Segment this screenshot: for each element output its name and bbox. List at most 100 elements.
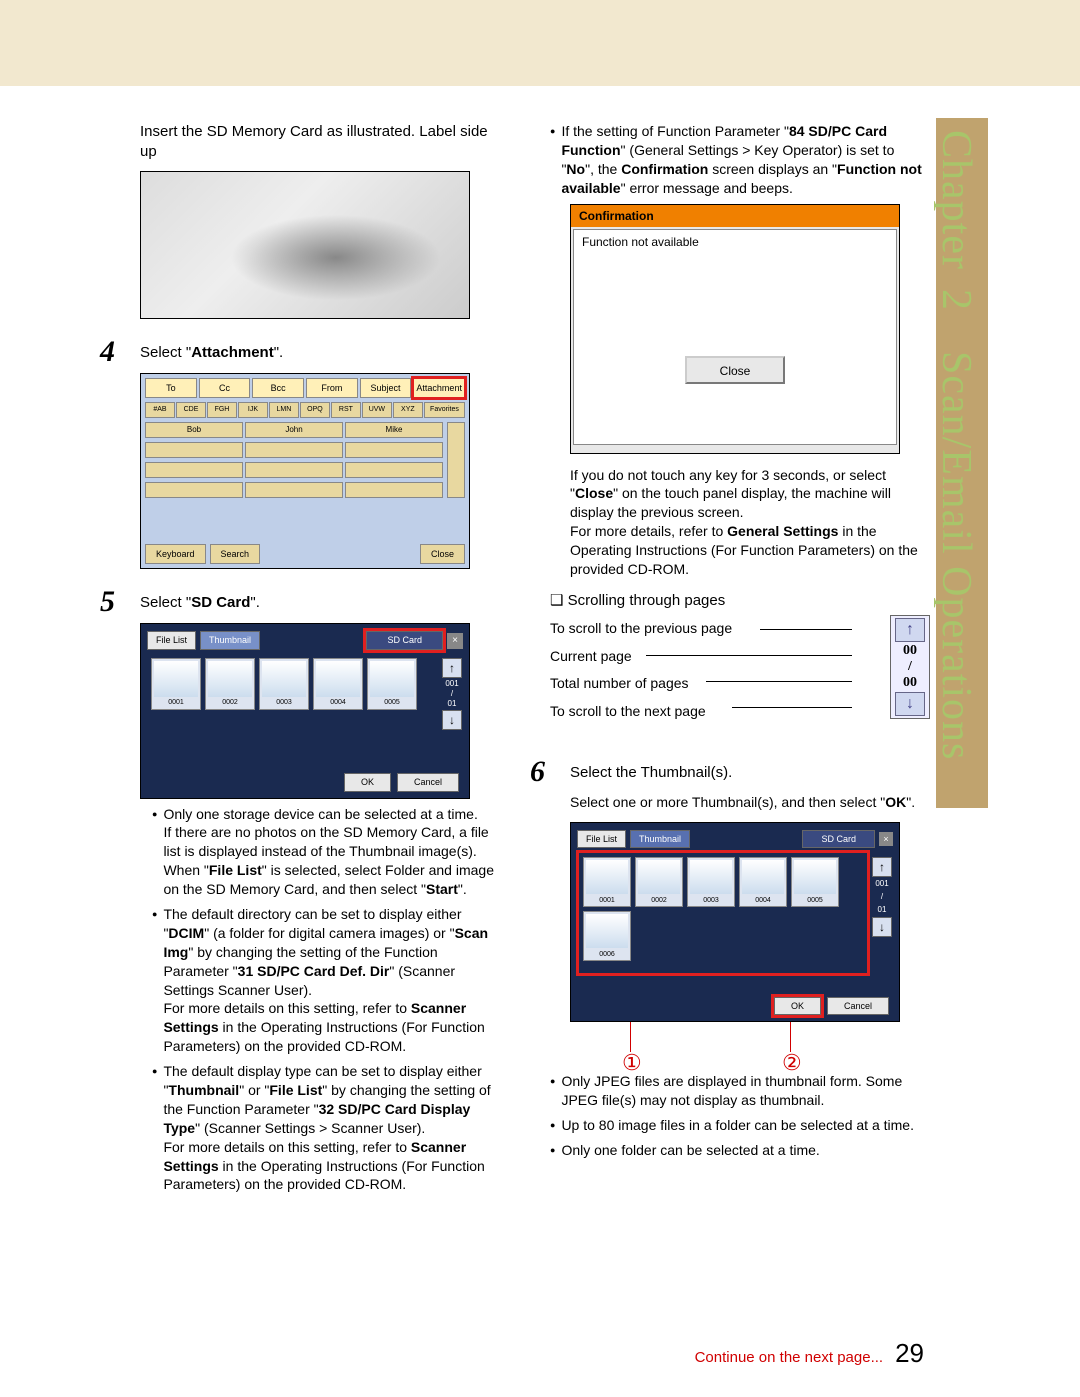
- step-5-num: 5: [100, 587, 128, 617]
- bullet-icon: [550, 1141, 555, 1160]
- thumb-3-label: 0003: [260, 698, 308, 707]
- empty-cell: [345, 462, 443, 478]
- page-content: Insert the SD Memory Card as illustrated…: [100, 86, 930, 1200]
- step-4: 4 Select "Attachment".: [100, 337, 500, 367]
- sel-side-controls: ↑ 001 / 01 ↓: [871, 857, 893, 937]
- step-4-prefix: Select ": [140, 344, 191, 361]
- after-confirm-text: If you do not touch any key for 3 second…: [570, 466, 930, 579]
- nc-m1: " or ": [239, 1082, 269, 1098]
- step-6-num: 6: [530, 757, 558, 787]
- thumb-1: 0001: [151, 658, 201, 710]
- email-row-4: [145, 482, 443, 498]
- confirmation-titlebar: Confirmation: [571, 205, 899, 227]
- sel-thumb-2: 0002: [635, 857, 683, 907]
- thumb-1-label: 0001: [152, 698, 200, 707]
- note-a: Only one storage device can be selected …: [152, 805, 500, 899]
- close-button: Close: [420, 544, 465, 564]
- sel-up-arrow-icon: ↑: [872, 857, 892, 877]
- scroll-control-mock: ↑ 00 / 00 ↓: [890, 615, 930, 719]
- alpha-5: OPQ: [300, 402, 330, 418]
- step-5-bold: SD Card: [191, 594, 250, 611]
- alpha-4: LMN: [269, 402, 299, 418]
- alpha-7: UVW: [362, 402, 392, 418]
- thumbnail-select-screenshot: File List Thumbnail SD Card × 0001 0002 …: [570, 822, 900, 1022]
- sel-bottom-buttons: OK Cancel: [774, 997, 889, 1015]
- end-note-c-text: Only one folder can be selected at a tim…: [561, 1141, 819, 1160]
- tab-bcc: Bcc: [252, 378, 304, 398]
- thumb-2-label: 0002: [206, 698, 254, 707]
- email-tabs: To Cc Bcc From Subject Attachment: [145, 378, 465, 398]
- page-current: 001: [445, 680, 458, 688]
- step-4-suffix: ".: [274, 344, 284, 361]
- up-arrow-icon: ↑: [442, 658, 462, 678]
- empty-cell: [345, 482, 443, 498]
- email-row-2: [145, 442, 443, 458]
- confirmation-body: Function not available Close: [573, 229, 897, 445]
- empty-cell: [345, 442, 443, 458]
- sel-top-bar: File List Thumbnail SD Card ×: [577, 829, 893, 849]
- s6-b: OK: [885, 794, 906, 810]
- sdcard-thumbnail-screenshot: File List Thumbnail SD Card × 0001 0002 …: [140, 623, 470, 799]
- scroll-label-prev: To scroll to the previous page: [550, 619, 930, 639]
- note-a-filelist: File List: [209, 862, 262, 878]
- sdcard-button: SD Card: [366, 631, 443, 649]
- tab-attachment: Attachment: [413, 378, 465, 398]
- step-4-num: 4: [100, 337, 128, 367]
- sel-thumb-5-label: 0005: [792, 896, 838, 905]
- alpha-6: RST: [331, 402, 361, 418]
- confirm-note-text: If the setting of Function Parameter "84…: [561, 122, 930, 198]
- alpha-1: CDE: [176, 402, 206, 418]
- page-footer: Continue on the next page... 29: [695, 1338, 924, 1369]
- contact-bob: Bob: [145, 422, 243, 438]
- email-alpha-tabs: #AB CDE FGH IJK LMN OPQ RST UVW XYZ Favo…: [145, 402, 465, 418]
- close-x: ×: [447, 633, 463, 649]
- thumb-top-bar: File List Thumbnail SD Card ×: [147, 630, 463, 652]
- confirmation-close-button: Close: [685, 356, 785, 384]
- note-c-text: The default display type can be set to d…: [163, 1062, 500, 1194]
- sel-thumb-3: 0003: [687, 857, 735, 907]
- sel-thumb-4: 0004: [739, 857, 787, 907]
- sel-thumbnail-tab: Thumbnail: [630, 830, 690, 848]
- empty-cell: [245, 482, 343, 498]
- thumb-4-label: 0004: [314, 698, 362, 707]
- email-row-1: Bob John Mike: [145, 422, 443, 438]
- tab-to: To: [145, 378, 197, 398]
- chapter-tab-text: Chapter 2 Scan/Email Operations: [932, 130, 980, 760]
- alpha-fav: Favorites: [424, 402, 465, 418]
- leader-line: [760, 629, 852, 630]
- note-b: The default directory can be set to disp…: [152, 905, 500, 1056]
- step-4-text: Select "Attachment".: [140, 337, 283, 367]
- sel-sdcard-button: SD Card: [802, 830, 875, 848]
- email-compose-screenshot: To Cc Bcc From Subject Attachment #AB CD…: [140, 373, 470, 569]
- bullet-icon: [152, 905, 157, 1056]
- step6-notes: Only JPEG files are displayed in thumbna…: [550, 1072, 930, 1160]
- empty-cell: [145, 482, 243, 498]
- scroll-current-value: 00: [903, 644, 917, 658]
- sel-thumb-6-label: 0006: [584, 950, 630, 959]
- cn-m2: ", the: [585, 161, 621, 177]
- alpha-8: XYZ: [393, 402, 423, 418]
- chapter-number: 2: [933, 289, 979, 311]
- sel-thumb-2-label: 0002: [636, 896, 682, 905]
- left-column: Insert the SD Memory Card as illustrated…: [100, 86, 500, 1200]
- nc-suf: " (Scanner Settings > Scanner User).: [195, 1120, 425, 1136]
- sel-filelist-tab: File List: [577, 830, 626, 848]
- nc-filelist: File List: [269, 1082, 322, 1098]
- note-a-pre: Only one storage device can be selected …: [163, 806, 477, 822]
- page-sep: /: [451, 690, 453, 698]
- ac-p1-b: Close: [575, 485, 613, 501]
- intro-text: Insert the SD Memory Card as illustrated…: [140, 122, 500, 163]
- note-b-text: The default directory can be set to disp…: [163, 905, 500, 1056]
- ac-p2-pre: For more details, refer to: [570, 523, 727, 539]
- scroll-down-arrow-icon: ↓: [895, 692, 925, 716]
- nb-m1: " (a folder for digital camera images) o…: [204, 925, 454, 941]
- confirmation-message: Function not available: [574, 230, 896, 254]
- tab-from: From: [306, 378, 358, 398]
- filelist-tab: File List: [147, 631, 196, 649]
- sel-thumb-6: 0006: [583, 911, 631, 961]
- alpha-3: IJK: [238, 402, 268, 418]
- sel-close-x: ×: [879, 832, 893, 846]
- contact-mike: Mike: [345, 422, 443, 438]
- step-6-text: Select the Thumbnail(s).: [570, 757, 732, 787]
- note-a-start: Start: [426, 881, 458, 897]
